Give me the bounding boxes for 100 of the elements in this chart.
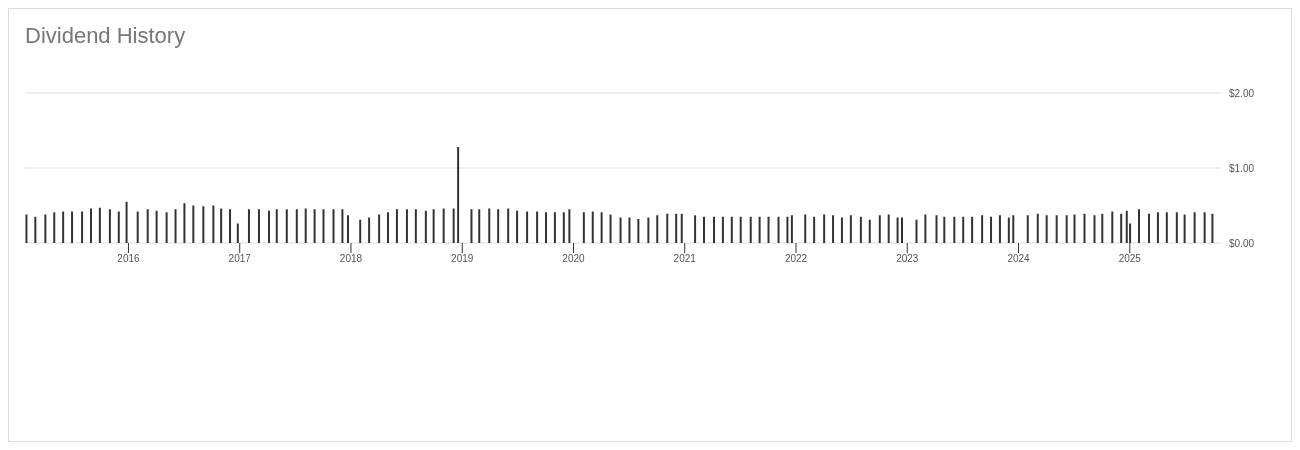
bar bbox=[553, 212, 556, 243]
bar bbox=[739, 216, 742, 243]
bar bbox=[832, 215, 835, 243]
bar bbox=[1211, 213, 1214, 243]
bar bbox=[887, 214, 890, 243]
bar bbox=[823, 214, 826, 243]
x-tick-label: 2017 bbox=[228, 253, 252, 265]
bar bbox=[998, 215, 1001, 243]
bar bbox=[1165, 212, 1168, 243]
bar bbox=[953, 216, 956, 243]
bar bbox=[713, 216, 715, 243]
bar bbox=[220, 208, 223, 243]
bar bbox=[1156, 212, 1159, 243]
bar bbox=[387, 212, 390, 243]
bar bbox=[98, 207, 101, 243]
bar bbox=[813, 216, 816, 243]
bar bbox=[1012, 215, 1015, 243]
bar bbox=[647, 217, 650, 243]
bar bbox=[637, 219, 640, 243]
bar bbox=[395, 209, 398, 243]
bar bbox=[1065, 215, 1068, 243]
bar bbox=[174, 209, 177, 243]
bar bbox=[125, 201, 128, 243]
bar bbox=[666, 213, 669, 243]
bar bbox=[868, 219, 871, 243]
bar bbox=[568, 209, 571, 243]
x-tick-label: 2019 bbox=[451, 253, 474, 265]
bar bbox=[1055, 215, 1058, 243]
y-tick-label: $1.00 bbox=[1229, 162, 1255, 174]
bar bbox=[582, 212, 585, 243]
bar bbox=[749, 216, 752, 243]
bar bbox=[1148, 213, 1151, 243]
bar bbox=[562, 212, 565, 243]
bar bbox=[275, 209, 278, 243]
bar bbox=[1175, 212, 1178, 243]
bar bbox=[478, 209, 481, 243]
bar bbox=[313, 209, 316, 243]
bar bbox=[591, 211, 594, 243]
bar bbox=[628, 217, 631, 243]
bar bbox=[488, 208, 491, 243]
bar bbox=[962, 216, 965, 243]
x-tick-label: 2018 bbox=[339, 253, 363, 265]
bar bbox=[192, 205, 195, 243]
bar bbox=[247, 209, 250, 243]
bar bbox=[332, 209, 335, 243]
bar bbox=[457, 147, 460, 243]
bar bbox=[1193, 212, 1196, 243]
bar bbox=[981, 215, 984, 243]
bar bbox=[526, 211, 529, 243]
bar bbox=[777, 216, 780, 243]
bar bbox=[108, 209, 111, 243]
bar bbox=[304, 208, 307, 243]
bar bbox=[432, 209, 435, 243]
x-tick-label: 2022 bbox=[784, 253, 808, 265]
bar bbox=[849, 215, 852, 243]
bar bbox=[859, 216, 862, 243]
bar bbox=[915, 219, 918, 243]
bar bbox=[229, 209, 232, 243]
bar bbox=[1026, 215, 1029, 243]
bar bbox=[1036, 213, 1039, 243]
x-tick-label: 2021 bbox=[673, 253, 697, 265]
bar bbox=[1203, 212, 1206, 243]
bar bbox=[322, 209, 325, 243]
bar bbox=[341, 209, 344, 243]
x-tick-label: 2025 bbox=[1118, 253, 1142, 265]
bar bbox=[694, 215, 697, 243]
bar bbox=[368, 217, 371, 243]
bar bbox=[600, 212, 603, 243]
bar bbox=[236, 223, 239, 243]
bar bbox=[840, 217, 843, 243]
bar bbox=[730, 216, 733, 243]
x-tick-label: 2024 bbox=[1007, 253, 1031, 265]
x-tick-label: 2016 bbox=[117, 253, 141, 265]
bar bbox=[414, 209, 417, 243]
bar bbox=[81, 211, 84, 243]
bar bbox=[89, 208, 92, 243]
bar bbox=[146, 209, 149, 243]
bar bbox=[619, 217, 622, 243]
bar bbox=[346, 215, 349, 243]
bar bbox=[44, 214, 47, 243]
bar bbox=[536, 211, 539, 243]
bar bbox=[804, 214, 807, 243]
bar bbox=[183, 203, 186, 243]
bar bbox=[702, 216, 705, 243]
bar bbox=[656, 215, 659, 243]
bar bbox=[1045, 215, 1048, 243]
bar bbox=[405, 209, 408, 243]
bar bbox=[359, 219, 362, 243]
bar bbox=[943, 216, 946, 243]
bar bbox=[62, 211, 65, 243]
bar bbox=[267, 210, 270, 243]
bar bbox=[990, 216, 993, 243]
bar bbox=[1138, 209, 1140, 243]
bar bbox=[767, 216, 770, 243]
bar bbox=[202, 206, 205, 243]
bar bbox=[71, 211, 74, 243]
chart-title: Dividend History bbox=[25, 23, 186, 49]
bar bbox=[680, 213, 683, 243]
y-tick-label: $0.00 bbox=[1229, 237, 1255, 249]
bar bbox=[295, 209, 298, 243]
